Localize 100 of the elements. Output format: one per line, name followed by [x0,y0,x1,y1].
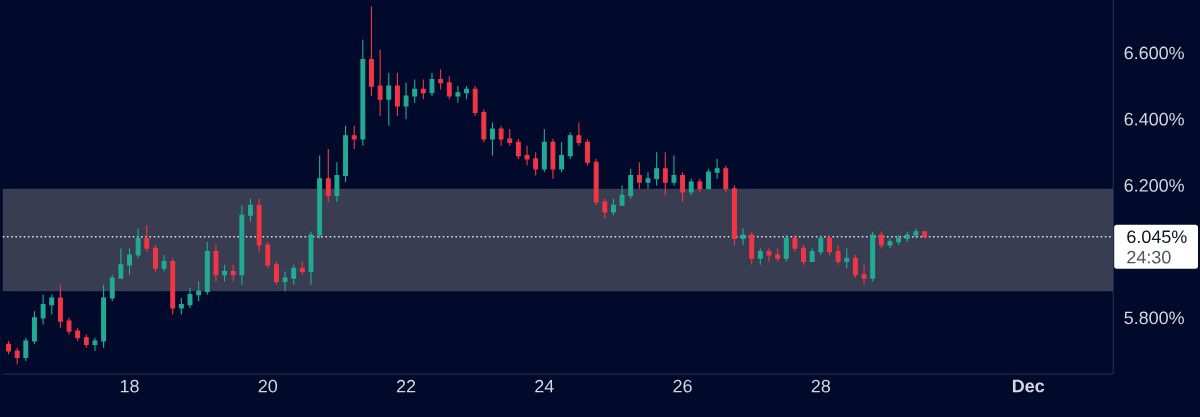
candlestick [740,227,746,246]
candlestick [351,125,357,150]
candlestick [83,333,89,349]
candlestick [731,184,737,246]
candlestick [144,224,150,253]
x-tick-label: 22 [396,379,416,393]
candlestick [429,72,435,97]
candlestick [152,244,158,273]
candlestick [109,274,115,302]
candlestick [610,198,616,216]
candlestick [749,231,755,266]
candlestick [922,231,927,239]
candlestick [239,204,245,286]
candlestick [472,85,478,117]
candlestick [369,6,374,97]
candlestick [887,237,893,249]
candlestick [161,254,167,273]
candlestick [118,247,124,279]
candlestick [377,49,383,117]
candlestick [757,247,763,266]
text: 24:30 [1127,250,1171,264]
candlestick [317,155,323,239]
candlestick [438,68,444,90]
candlestick [844,247,850,269]
candlestick [92,337,98,352]
candlestick [861,264,867,286]
candlestick [299,260,305,276]
y-tick-label: 6.600% [1124,46,1184,60]
candlestick [360,39,366,147]
candlestick [196,280,202,302]
candlestick [619,184,625,206]
candlestick [49,294,55,316]
candlestick [273,260,279,286]
candlestick [559,141,565,173]
candlestick [585,138,590,167]
candlestick [662,151,668,196]
candlestick [792,234,798,253]
candlestick [248,198,253,223]
candlestick [541,128,547,173]
candlestick [32,310,37,345]
candlestick [308,231,314,286]
candlestick [412,78,418,104]
candlestick [170,257,176,316]
candlestick [524,145,530,167]
candlestick [636,161,642,190]
candlestick [835,244,841,266]
candlestick [455,85,461,104]
candlestick [213,244,219,282]
candlestick [697,178,703,193]
candlestick [490,121,495,157]
candlestick [498,125,504,147]
candlestick [291,264,297,286]
candlestick [515,138,521,160]
candlestick [645,171,651,190]
candlestick [671,155,677,186]
candlestick [222,264,228,282]
candlestick [550,138,556,180]
candlestick [818,234,824,256]
candlestick [343,125,349,183]
candlestick [265,241,271,269]
candlestick [576,121,582,147]
candlestick [723,164,729,193]
candlestick [325,148,331,203]
candlestick [870,231,876,282]
candlestick [57,284,63,329]
candlestick [775,247,781,263]
candlestick [23,337,29,362]
candlestick [688,178,694,196]
candlestick [714,158,720,180]
candlestick [135,227,141,259]
candlestick [230,264,236,282]
x-tick-label: 20 [258,379,278,393]
candlestick [896,234,902,246]
candlestick [420,78,426,100]
candlestick [801,244,807,266]
candlestick [913,227,919,239]
candlestick [827,234,832,256]
candlestick [386,72,392,127]
candlestick [766,247,772,263]
candlestick [66,317,72,335]
candlestick [904,231,910,243]
candlestick [204,241,210,296]
ref-line-label: 6.045% [1127,230,1187,244]
candlestick [6,340,11,355]
candlestick [187,287,193,309]
candlestick [394,72,400,117]
candlestick [403,82,409,120]
x-tick-label: Dec [1012,379,1045,393]
candlestick [282,270,288,292]
candlestick [75,327,81,342]
candlestick [533,151,539,177]
x-tick-label: 24 [535,379,554,393]
x-tick-label: 28 [811,379,831,393]
candlestick [567,131,573,160]
candlestick [680,171,686,203]
candlestick [101,284,107,349]
candlestick [446,75,452,100]
x-tick-label: 26 [673,379,692,393]
x-tick-label: 18 [120,379,139,393]
candlestick [852,254,858,279]
